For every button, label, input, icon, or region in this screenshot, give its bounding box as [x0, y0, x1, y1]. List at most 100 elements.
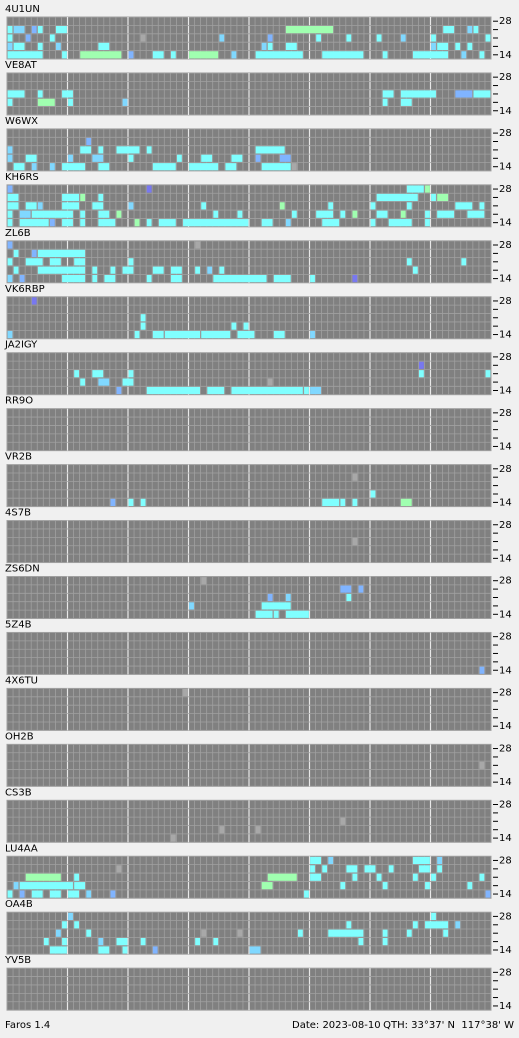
signal-cell: [310, 386, 321, 395]
signal-cell: [122, 378, 134, 386]
signal-cell: [419, 865, 430, 873]
signal-cell: [74, 873, 79, 881]
signal-cell: [406, 258, 412, 266]
callsign-label: LU4AA: [5, 843, 38, 854]
signal-cell: [140, 938, 146, 946]
signal-cell: [431, 912, 436, 920]
callsign-label: KH6RS: [5, 172, 39, 183]
app-version: Faros 1.4: [5, 1020, 50, 1031]
callsign-label: RR9O: [5, 396, 33, 407]
signal-cell: [225, 163, 237, 171]
signal-cell: [213, 938, 219, 946]
signal-cell: [201, 330, 231, 339]
signal-cell: [122, 98, 128, 106]
signal-cell: [7, 202, 19, 210]
signal-cell: [461, 258, 467, 266]
signal-cell: [473, 26, 479, 34]
signal-cell: [376, 34, 382, 42]
signal-cell: [376, 873, 382, 881]
signal-cell: [219, 34, 225, 42]
band-label-top: 28: [499, 128, 512, 139]
signal-cell: [92, 266, 98, 274]
date-label: Date: 2023-08-10: [292, 1020, 381, 1031]
signal-cell: [146, 219, 152, 227]
signal-cell: [352, 473, 358, 481]
signal-cell: [74, 258, 86, 266]
signal-cell: [74, 882, 86, 890]
band-label-top: 28: [499, 520, 512, 531]
signal-cell: [62, 202, 79, 210]
signal-cell: [98, 210, 110, 218]
signal-cell: [116, 386, 122, 395]
band-label-top: 28: [499, 855, 512, 866]
signal-cell: [195, 241, 200, 249]
band-label-top: 28: [499, 296, 512, 307]
signal-cell: [140, 322, 146, 330]
signal-cell: [86, 137, 92, 146]
signal-cell: [358, 585, 364, 593]
signal-cell: [80, 51, 122, 59]
signal-cell: [382, 938, 388, 946]
signal-cell: [140, 314, 146, 322]
signal-cell: [25, 154, 37, 162]
signal-cell: [352, 210, 358, 218]
signal-cell: [140, 498, 146, 506]
signal-cell: [431, 873, 436, 881]
signal-cell: [455, 90, 473, 98]
signal-cell: [170, 266, 182, 274]
signal-cell: [455, 202, 473, 210]
signal-cell: [31, 890, 43, 898]
signal-cell: [201, 202, 207, 210]
signal-cell: [479, 666, 485, 674]
signal-cell: [352, 275, 358, 283]
signal-cell: [140, 34, 146, 42]
signal-cell: [261, 882, 273, 890]
signal-cell: [322, 498, 340, 506]
signal-cell: [425, 882, 430, 890]
signal-cell: [382, 90, 394, 98]
band-label-bottom: 14: [499, 274, 512, 285]
signal-cell: [56, 42, 61, 50]
band-label-top: 28: [499, 911, 512, 922]
signal-cell: [479, 873, 485, 881]
signal-cell: [201, 929, 207, 937]
signal-cell: [152, 946, 158, 954]
band-label-bottom: 14: [499, 833, 512, 844]
signal-cell: [110, 266, 116, 274]
signal-cell: [116, 865, 122, 873]
signal-cell: [376, 210, 388, 218]
signal-cell: [267, 34, 273, 42]
band-label-top: 28: [499, 16, 512, 27]
callsign-label: CS3B: [5, 787, 32, 798]
signal-cell: [13, 266, 19, 274]
signal-cell: [62, 275, 86, 283]
signal-cell: [425, 219, 430, 227]
signal-cell: [189, 602, 194, 610]
signal-cell: [62, 90, 73, 98]
band-label-bottom: 14: [499, 665, 512, 676]
signal-cell: [68, 98, 73, 106]
signal-cell: [201, 577, 207, 585]
signal-cell: [267, 42, 273, 50]
signal-cell: [279, 202, 285, 210]
signal-cell: [425, 921, 449, 929]
signal-cell: [231, 386, 303, 395]
signal-cell: [485, 34, 491, 42]
signal-cell: [328, 856, 334, 865]
signal-cell: [68, 890, 79, 898]
signal-cell: [25, 202, 37, 210]
signal-cell: [310, 275, 315, 283]
signal-cell: [388, 865, 394, 873]
signal-cell: [49, 946, 67, 954]
signal-cell: [7, 330, 13, 339]
signal-cell: [49, 258, 61, 266]
signal-cell: [455, 921, 461, 929]
signal-cell: [322, 865, 328, 873]
signal-cell: [255, 154, 261, 162]
signal-cell: [479, 761, 485, 769]
signal-cell: [43, 938, 49, 946]
signal-cell: [152, 51, 164, 59]
signal-cell: [437, 193, 449, 202]
signal-cell: [285, 593, 291, 602]
